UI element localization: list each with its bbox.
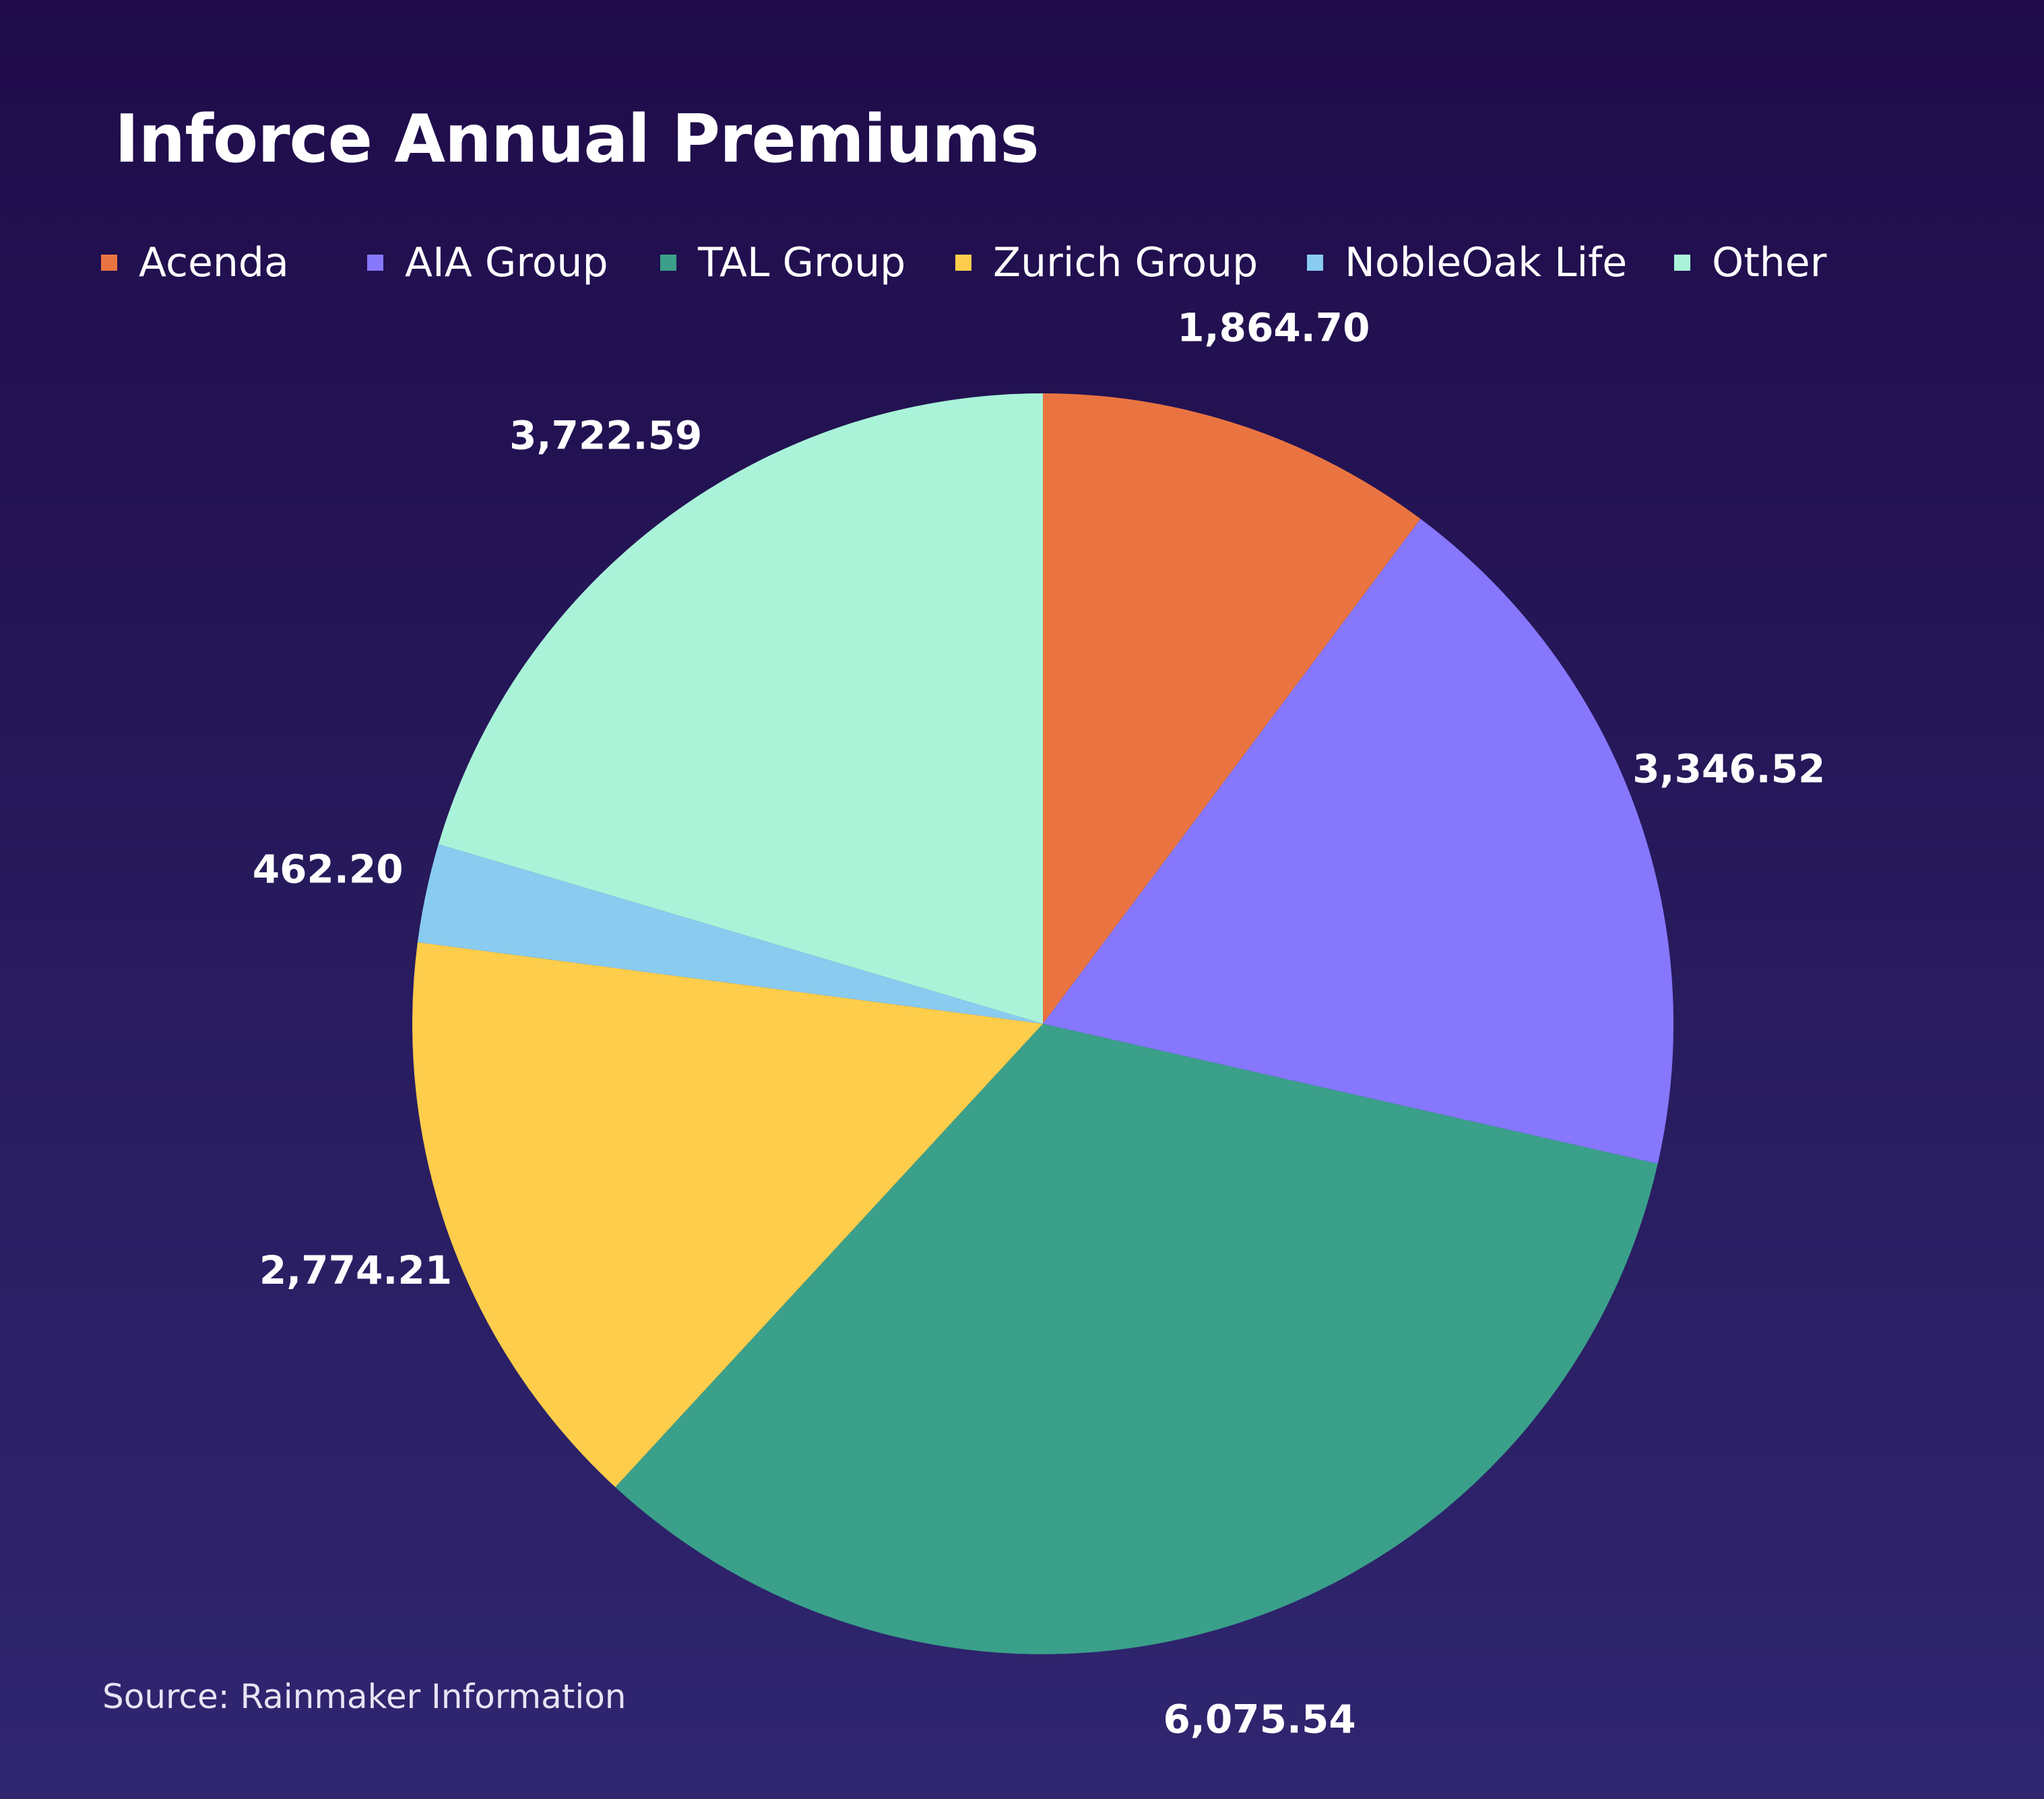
legend-swatch-icon <box>1307 255 1323 271</box>
legend-item-zurich-group[interactable]: Zurich Group <box>955 236 1258 290</box>
pie-slice-aia-group[interactable] <box>1043 519 1673 1164</box>
pie-slice-zurich-group[interactable] <box>412 942 1043 1487</box>
legend-label: Zurich Group <box>993 239 1258 286</box>
legend-swatch-icon <box>367 255 383 271</box>
pie-labels: 1,864.70 3,346.52 6,075.54 2,774.21 462.20 3,… <box>253 305 1826 1742</box>
legend-swatch-icon <box>101 255 117 271</box>
legend-item-other[interactable]: Other <box>1674 236 1826 290</box>
legend-label: AIA Group <box>405 239 608 286</box>
data-label-zurich-group: 2,774.21 <box>259 1247 452 1293</box>
legend-item-acenda[interactable]: Acenda <box>101 236 289 290</box>
legend-label: Other <box>1712 239 1827 286</box>
data-label-aia-group: 3,346.52 <box>1632 746 1825 792</box>
legend-item-tal-group[interactable]: TAL Group <box>660 236 905 290</box>
legend-label: TAL Group <box>698 239 906 286</box>
legend-label: NobleOak Life <box>1345 239 1628 286</box>
legend-label: Acenda <box>139 239 289 286</box>
pie-slice-nobleoak-life[interactable] <box>417 844 1043 1024</box>
legend-swatch-icon <box>660 255 676 271</box>
legend-swatch-icon <box>1674 255 1690 271</box>
pie-slice-tal-group[interactable] <box>615 1024 1658 1655</box>
data-label-tal-group: 6,075.54 <box>1163 1696 1356 1742</box>
legend-item-aia-group[interactable]: AIA Group <box>367 236 608 290</box>
legend-swatch-icon <box>955 255 971 271</box>
pie-slice-acenda[interactable] <box>1043 393 1421 1024</box>
data-label-other: 3,722.59 <box>509 412 702 458</box>
chart-legend: Acenda AIA Group TAL Group Zurich Group … <box>101 236 1987 290</box>
pie-slice-other[interactable] <box>438 393 1043 1024</box>
source-note: Source: Rainmaker Information <box>102 1677 627 1716</box>
data-label-acenda: 1,864.70 <box>1177 305 1370 351</box>
chart-title: Inforce Annual Premiums <box>115 101 1040 178</box>
pie-slices <box>412 393 1673 1655</box>
legend-item-nobleoak-life[interactable]: NobleOak Life <box>1307 236 1627 290</box>
data-label-nobleoak-life: 462.20 <box>253 847 404 892</box>
